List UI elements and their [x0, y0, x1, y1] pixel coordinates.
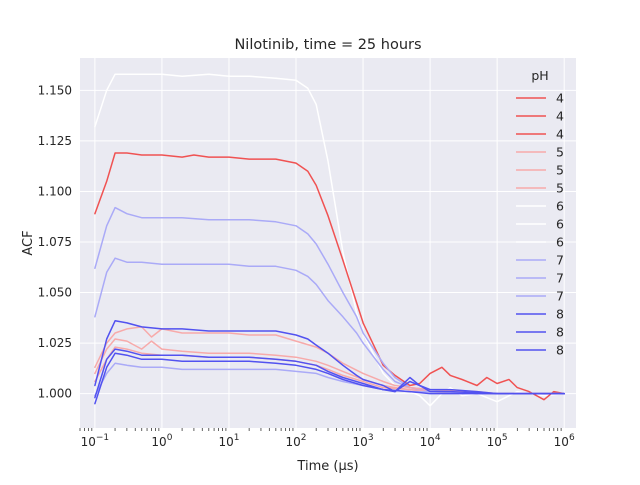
legend-entry-label: 6: [556, 217, 564, 232]
x-tick-label: 100: [151, 433, 172, 449]
x-tick-label: 105: [487, 433, 508, 449]
tick-labels: 1.000 1.025 1.050 1.075 1.100 1.125 1.150 10−1 1…: [38, 83, 575, 449]
y-tick-label: 1.100: [38, 184, 72, 198]
legend-entry-label: 6: [556, 235, 564, 250]
chart-title: Nilotinib, time = 25 hours: [234, 37, 421, 53]
series-line: [94, 152, 565, 401]
legend-entry-label: 5: [556, 163, 564, 178]
legend-entry-label: 4: [556, 109, 564, 124]
series-line: [94, 320, 565, 395]
x-tick-label: 103: [353, 433, 374, 449]
x-axis-label: Time (μs): [296, 459, 358, 474]
y-axis-label: ACF: [21, 230, 36, 255]
x-tick-label: 101: [218, 433, 239, 449]
plot-area: [80, 58, 576, 428]
grid-lines: [80, 58, 576, 428]
y-tick-label: 1.075: [38, 235, 72, 249]
legend-entry-label: 7: [556, 289, 564, 304]
legend-entry-label: 7: [556, 253, 564, 268]
legend-entry-label: 8: [556, 325, 564, 340]
series-lines: [94, 73, 565, 407]
x-tick-label: 10−1: [81, 433, 110, 449]
legend-entry-label: 7: [556, 271, 564, 286]
series-line: [94, 352, 565, 405]
series-line: [94, 326, 565, 395]
series-line: [94, 348, 565, 399]
y-tick-label: 1.025: [38, 336, 72, 350]
x-tick-label: 102: [286, 433, 307, 449]
y-tick-label: 1.150: [38, 83, 72, 97]
legend-entry-label: 5: [556, 145, 564, 160]
legend-entry-label: 4: [556, 127, 564, 142]
y-tick-label: 1.125: [38, 134, 72, 148]
legend: pH 4 4 4 5 5 5 6 6 6 7 7 7 8 8 8: [516, 68, 564, 358]
legend-entry-label: 6: [556, 199, 564, 214]
legend-entry-label: 8: [556, 343, 564, 358]
x-tick-label: 106: [554, 433, 575, 449]
x-tick-label: 104: [420, 433, 441, 449]
legend-entry-label: 5: [556, 181, 564, 196]
y-tick-label: 1.000: [38, 387, 72, 401]
y-tick-label: 1.050: [38, 286, 72, 300]
legend-entry-label: 8: [556, 307, 564, 322]
legend-title: pH: [531, 68, 548, 83]
legend-entry-label: 4: [556, 91, 564, 106]
